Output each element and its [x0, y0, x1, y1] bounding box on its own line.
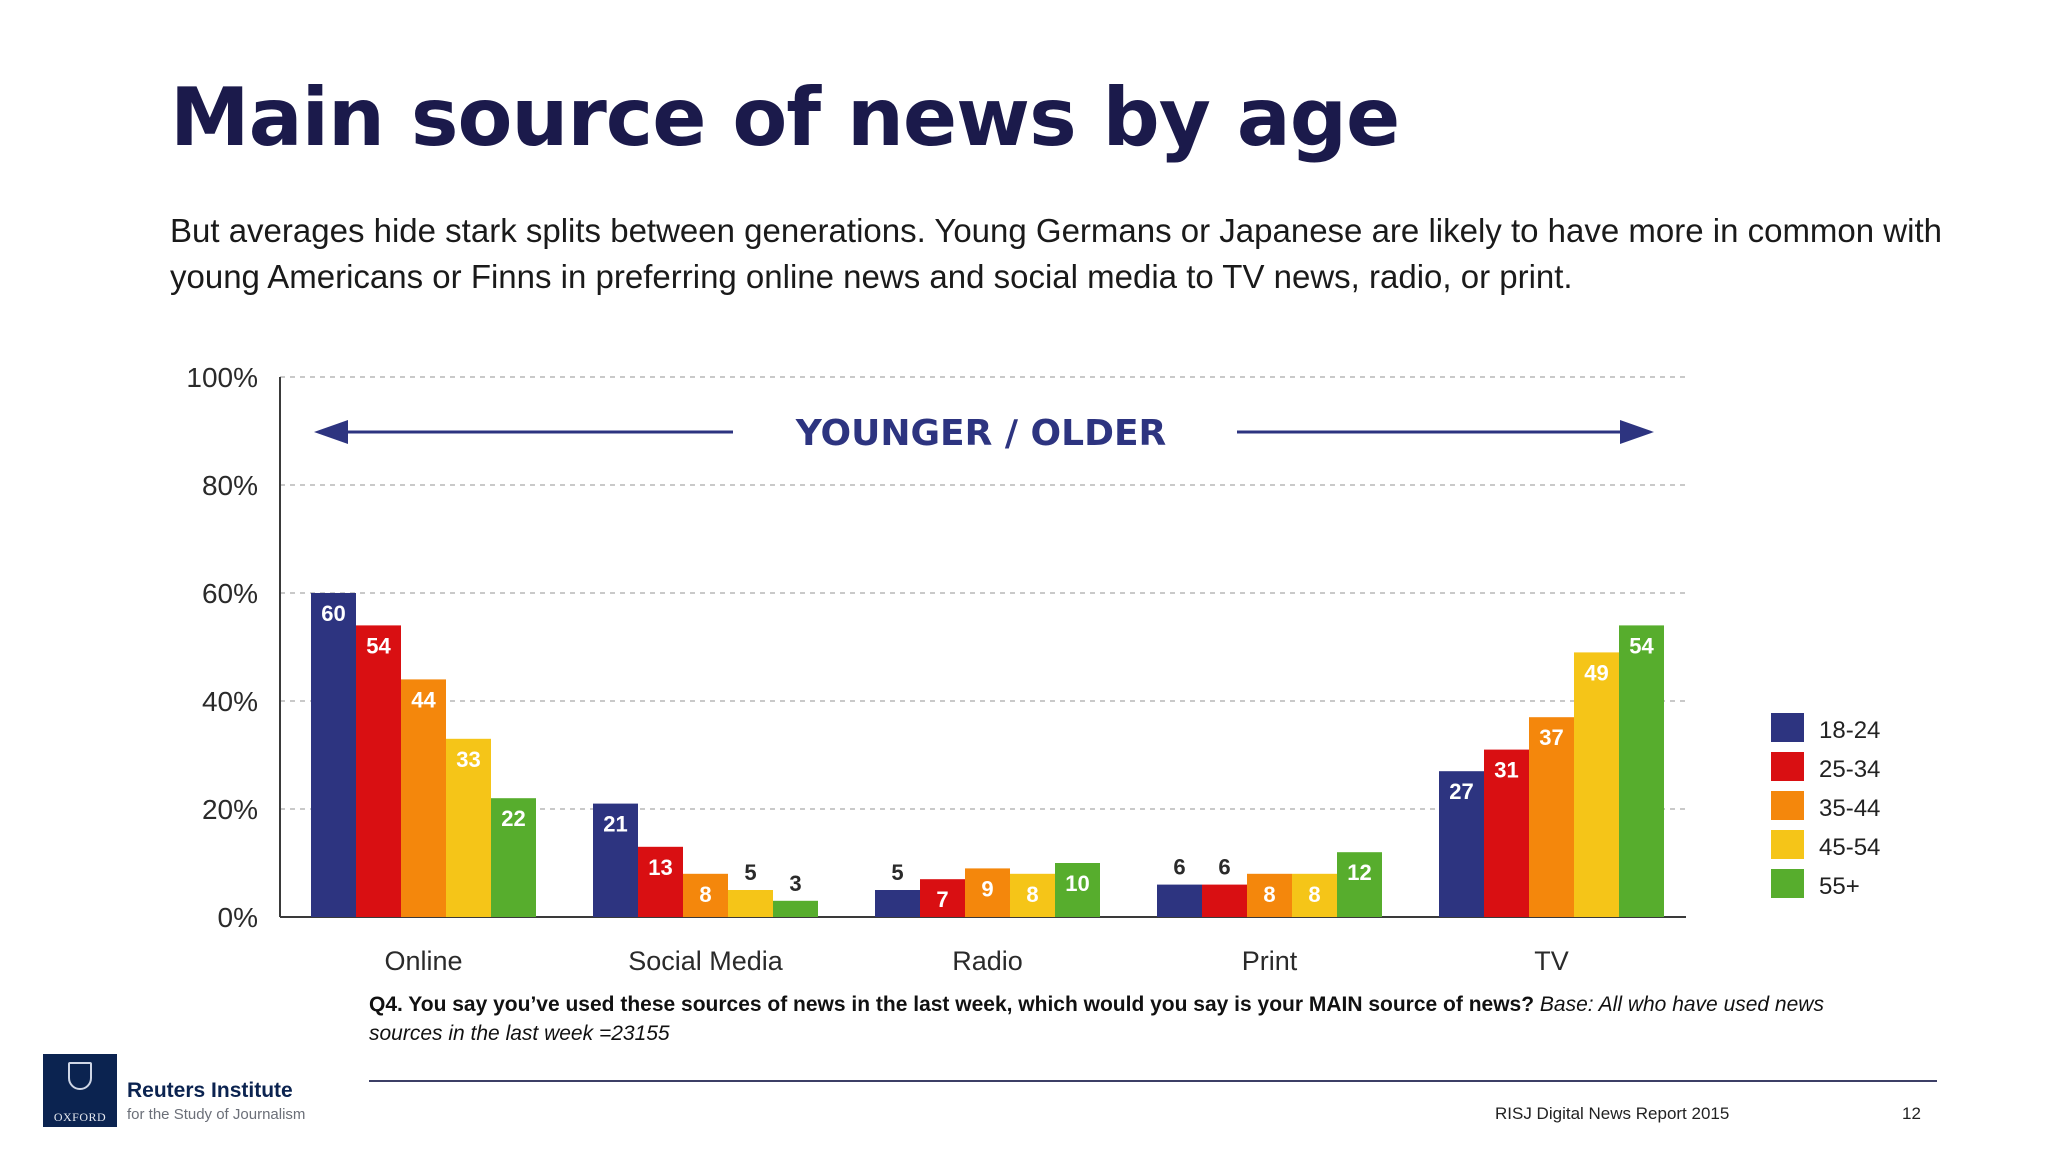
bar: [920, 879, 965, 917]
legend-swatch: [1771, 830, 1804, 859]
x-tick-label: Social Media: [628, 946, 784, 976]
data-label: 12: [1347, 860, 1371, 885]
bar: [683, 873, 728, 917]
legend-label: 25-34: [1819, 756, 1880, 783]
legend-label: 45-54: [1819, 834, 1880, 861]
bar: [311, 593, 356, 917]
bar: [638, 846, 683, 917]
data-label: 60: [321, 601, 345, 626]
data-label: 21: [603, 812, 627, 837]
legend-swatch: [1771, 869, 1804, 898]
data-label: 44: [411, 687, 436, 712]
page-title: Main source of news by age: [170, 71, 1400, 164]
bar: [1574, 652, 1619, 917]
bar: [1529, 717, 1574, 917]
x-tick-label: Print: [1242, 946, 1298, 976]
x-tick-label: TV: [1534, 946, 1569, 976]
data-label: 31: [1494, 758, 1518, 783]
legend-swatch: [1771, 713, 1804, 742]
survey-base: Base: All who have used news sources in …: [369, 993, 1824, 1045]
page-subtitle: But averages hide stark splits between g…: [170, 212, 1942, 295]
data-label: 33: [456, 747, 480, 772]
legend-label: 35-44: [1819, 795, 1880, 822]
legend-swatch: [1771, 752, 1804, 781]
bar: [1619, 625, 1664, 917]
logo-text: OXFORD: [53, 1110, 107, 1124]
y-tick-label: 100%: [186, 362, 258, 393]
legend-swatch: [1771, 791, 1804, 820]
crest-icon: [68, 1062, 92, 1090]
data-label: 3: [789, 871, 801, 896]
data-label: 6: [1218, 855, 1230, 880]
data-label: 54: [366, 633, 391, 658]
oxford-logo: OXFORD: [43, 1054, 117, 1127]
arrow-right-icon: [1620, 420, 1654, 444]
data-label: 5: [744, 860, 756, 885]
legend-label: 18-24: [1819, 717, 1880, 744]
y-tick-label: 80%: [202, 470, 258, 501]
data-label: 5: [891, 860, 903, 885]
survey-footnote: Q4. You say you’ve used these sources of…: [369, 990, 1889, 1048]
data-label: 8: [1263, 882, 1275, 907]
data-label: 8: [1308, 882, 1320, 907]
report-name: RISJ Digital News Report 2015: [1495, 1104, 1730, 1123]
footer-divider: [369, 1080, 1937, 1082]
data-label: 54: [1629, 633, 1654, 658]
data-label: 13: [648, 855, 672, 880]
institute-subtitle: for the Study of Journalism: [127, 1106, 306, 1123]
y-tick-label: 0%: [218, 902, 258, 933]
bar: [1010, 873, 1055, 917]
data-label: 7: [936, 887, 948, 912]
bar: [965, 868, 1010, 917]
data-label: 10: [1065, 871, 1089, 896]
bar: [1055, 863, 1100, 917]
x-tick-label: Online: [384, 946, 462, 976]
bar: [1337, 852, 1382, 917]
data-label: 22: [501, 806, 525, 831]
bar: [1439, 771, 1484, 917]
data-label: 27: [1449, 779, 1473, 804]
arrow-left-icon: [314, 420, 348, 444]
bar: [356, 625, 401, 917]
bar: [491, 798, 536, 917]
legend-label: 55+: [1819, 873, 1860, 900]
bar-chart: 0% 20% 40% 60% 80% 100% YOUNGER / OLDER 60 54 44 3…: [186, 362, 1880, 976]
bar: [1292, 873, 1337, 917]
y-tick-label: 60%: [202, 578, 258, 609]
bar: [1157, 884, 1202, 917]
bar: [1484, 749, 1529, 917]
bar: [401, 679, 446, 917]
data-label: 9: [981, 876, 993, 901]
page-number: 12: [1902, 1104, 1921, 1123]
data-label: 49: [1584, 660, 1608, 685]
institute-name: Reuters Institute: [127, 1079, 293, 1102]
survey-question: Q4. You say you’ve used these sources of…: [369, 993, 1535, 1016]
y-tick-label: 20%: [202, 794, 258, 825]
data-label: 8: [1026, 882, 1038, 907]
bar: [875, 890, 920, 917]
bar: [1202, 884, 1247, 917]
bar: [773, 900, 818, 917]
data-label: 37: [1539, 725, 1563, 750]
bar: [728, 890, 773, 917]
data-label: 6: [1173, 855, 1185, 880]
x-tick-label: Radio: [952, 946, 1023, 976]
bar: [1247, 873, 1292, 917]
bar: [593, 803, 638, 917]
annotation-label: YOUNGER / OLDER: [795, 413, 1167, 454]
y-tick-label: 40%: [202, 686, 258, 717]
data-label: 8: [699, 882, 711, 907]
bar: [446, 738, 491, 917]
